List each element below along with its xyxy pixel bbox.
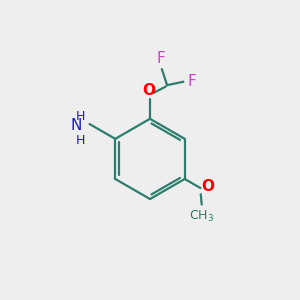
Text: F: F <box>188 74 196 89</box>
Text: H: H <box>76 110 85 122</box>
Text: N: N <box>71 118 82 133</box>
Text: O: O <box>202 179 215 194</box>
Text: H: H <box>76 134 85 146</box>
Text: CH$_3$: CH$_3$ <box>189 209 214 224</box>
Text: F: F <box>156 51 165 66</box>
Text: O: O <box>142 83 155 98</box>
